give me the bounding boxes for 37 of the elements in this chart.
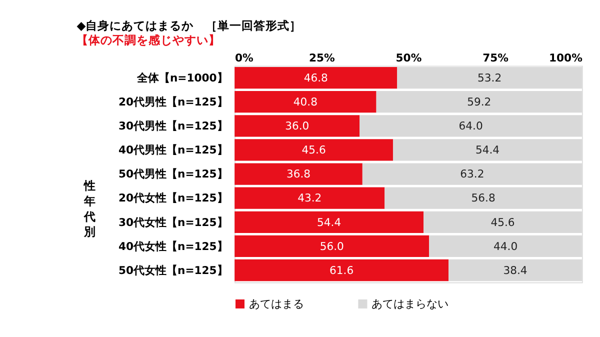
chart-subtitle: 【体の不調を感じやすい】: [76, 33, 221, 48]
data-label: 59.2: [467, 95, 492, 108]
data-label: 56.8: [471, 192, 496, 205]
data-label: 46.8: [304, 71, 328, 84]
data-label: 44.0: [493, 240, 518, 253]
data-label: 45.6: [490, 216, 515, 229]
y-tick-label: 50代女性【n=125】: [118, 264, 228, 277]
data-label: 54.4: [317, 216, 342, 229]
y-tick-label: 20代男性【n=125】: [118, 95, 228, 108]
x-tick-label: 50%: [396, 52, 422, 65]
data-label: 61.6: [330, 264, 354, 277]
y-tick-label: 40代女性【n=125】: [118, 240, 228, 253]
y-tick-label: 20代女性【n=125】: [118, 192, 228, 205]
data-label: 36.0: [285, 120, 310, 133]
y-tick-label: 30代男性【n=125】: [118, 120, 228, 133]
y-tick-label: 40代男性【n=125】: [118, 144, 228, 157]
x-tick-label: 100%: [549, 52, 583, 65]
data-label: 64.0: [458, 120, 483, 133]
data-label: 36.8: [286, 168, 311, 181]
legend-label: あてはまる: [249, 298, 304, 311]
data-label: 53.2: [478, 71, 502, 84]
data-label: 56.0: [320, 240, 344, 253]
x-tick-label: 75%: [482, 52, 509, 65]
data-label: 40.8: [293, 95, 318, 108]
data-label: 45.6: [302, 144, 326, 157]
y-tick-label: 30代女性【n=125】: [118, 216, 228, 229]
legend-label: あてはまらない: [372, 298, 449, 311]
text: 性年代別: [83, 178, 96, 239]
data-label: 63.2: [460, 168, 484, 181]
data-label: 38.4: [503, 264, 528, 277]
x-tick-label: 0%: [235, 52, 254, 65]
chart-title: ◆自身にあてはまるか ［単一回答形式］: [76, 18, 302, 33]
y-tick-label: 全体【n=1000】: [136, 71, 228, 84]
x-tick-label: 25%: [308, 52, 335, 65]
data-label: 43.2: [298, 192, 322, 205]
data-label: 54.4: [475, 144, 500, 157]
y-tick-label: 50代男性【n=125】: [118, 168, 228, 181]
